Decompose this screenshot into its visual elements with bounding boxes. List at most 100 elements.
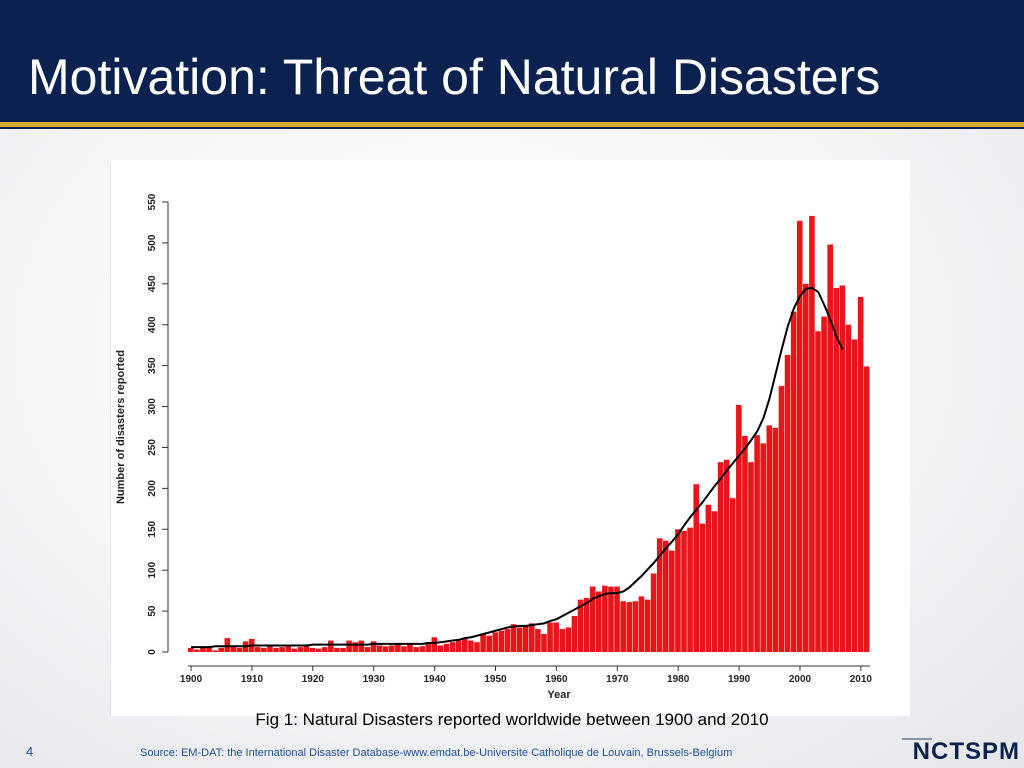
bar	[321, 647, 328, 652]
bar	[449, 642, 456, 652]
bar	[602, 585, 608, 652]
bar	[583, 598, 590, 652]
logo-text: NCTSPM	[912, 738, 1020, 765]
y-tick-label: 0	[147, 649, 158, 655]
bar	[437, 645, 444, 652]
bar	[736, 404, 742, 652]
y-tick-label: 200	[147, 480, 158, 497]
bar	[833, 287, 840, 652]
bar	[522, 625, 529, 652]
bar	[303, 645, 310, 652]
bar	[230, 647, 237, 652]
y-tick-label: 50	[147, 605, 158, 617]
bar	[291, 648, 298, 652]
bar	[729, 498, 736, 652]
bar	[851, 339, 858, 652]
x-tick-label: 1960	[545, 674, 568, 685]
bar	[492, 632, 499, 652]
disasters-bar-chart: 0 50 100 150 200 250 300 350 400 450 500 550 1900 191…	[110, 162, 872, 716]
x-tick-label: 1930	[363, 674, 386, 685]
figure-caption: Fig 1: Natural Disasters reported worldw…	[255, 710, 769, 729]
bar	[309, 647, 316, 652]
bar	[711, 511, 718, 652]
bar	[413, 647, 419, 652]
source-citation: Source: EM-DAT: the International Disast…	[140, 747, 733, 759]
nctspm-logo: NCTSPM	[902, 736, 1020, 766]
bar	[443, 643, 450, 652]
bar	[821, 316, 827, 652]
title-bar: Motivation: Threat of Natural Disasters	[0, 0, 1024, 122]
bar	[267, 645, 273, 652]
bar	[815, 331, 821, 652]
bar	[407, 644, 413, 652]
bar	[669, 550, 675, 652]
bar	[474, 642, 480, 652]
bar	[754, 435, 760, 652]
bar	[571, 616, 578, 652]
logo-mark-icon	[902, 738, 932, 746]
bar	[419, 646, 425, 652]
x-tick-label: 1910	[241, 674, 264, 685]
navy-divider	[0, 127, 1024, 129]
bar	[346, 640, 352, 652]
bar	[352, 642, 359, 652]
bar	[261, 647, 267, 652]
page-number: 4	[26, 744, 34, 759]
bar	[401, 646, 407, 652]
bar	[297, 647, 304, 652]
bar	[194, 649, 200, 652]
x-tick-label: 1990	[728, 674, 751, 685]
bar	[742, 436, 748, 652]
y-tick-label: 400	[147, 316, 158, 333]
bar	[212, 650, 218, 652]
bar	[541, 634, 547, 652]
bar	[863, 366, 870, 652]
bar	[547, 622, 553, 652]
bar	[784, 355, 791, 652]
bar	[224, 638, 231, 652]
bar	[681, 530, 687, 652]
bar	[388, 645, 395, 652]
bar	[559, 629, 566, 652]
bar	[699, 523, 706, 652]
slide-title: Motivation: Threat of Natural Disasters	[28, 49, 881, 105]
bar	[839, 285, 846, 652]
x-tick-label: 1920	[302, 674, 325, 685]
bar	[425, 642, 432, 652]
bar	[778, 386, 785, 652]
bar	[462, 638, 468, 652]
bar	[845, 324, 852, 652]
bar	[516, 627, 523, 652]
bar	[535, 629, 541, 652]
bar	[510, 624, 517, 652]
bar	[254, 647, 261, 652]
bar	[693, 484, 700, 652]
y-tick-label: 100	[147, 561, 158, 578]
bar	[857, 296, 864, 652]
bar	[273, 647, 279, 652]
bar	[218, 647, 225, 652]
bar	[370, 641, 377, 652]
y-tick-label: 500	[147, 234, 158, 251]
bar	[553, 622, 559, 652]
bar	[529, 623, 535, 652]
bar	[626, 602, 633, 652]
x-tick-label: 1970	[606, 674, 629, 685]
bar	[382, 646, 389, 652]
bar	[364, 647, 371, 652]
bar	[236, 647, 243, 652]
bar	[790, 311, 797, 652]
bar	[279, 647, 285, 652]
bar	[565, 627, 572, 652]
trend-line	[191, 286, 844, 649]
bar	[796, 220, 803, 652]
bar	[748, 462, 754, 652]
y-axis-label: Number of disasters reported	[115, 350, 127, 504]
x-tick-label: 1980	[667, 674, 690, 685]
x-tick-label: 2000	[789, 674, 812, 685]
bar	[498, 630, 505, 652]
bar	[614, 586, 620, 652]
bar	[717, 462, 724, 652]
bar	[656, 538, 663, 652]
bar	[632, 601, 639, 652]
